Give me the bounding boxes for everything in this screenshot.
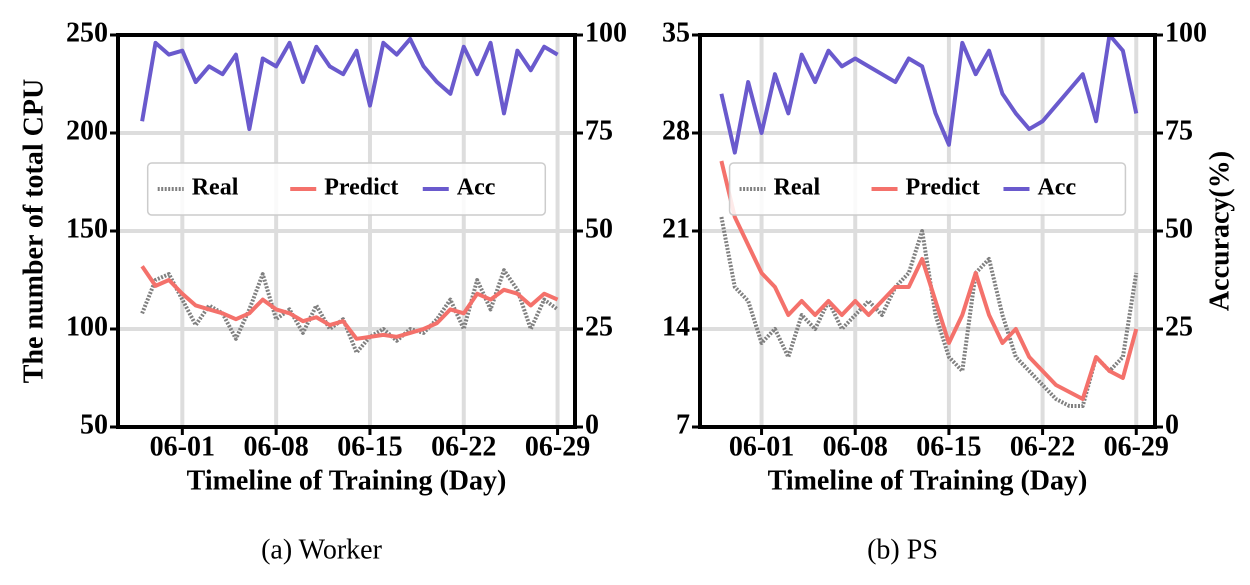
y2-tick-label: 100 [585,17,627,48]
caption: (b) PS [867,534,938,565]
x-tick-label: 06-15 [337,431,402,462]
y2-tick-label: 25 [585,311,613,342]
y2-tick-label: 25 [1165,311,1193,342]
series-line [719,160,1139,401]
legend-label: Acc [1037,175,1076,201]
plot-frame [698,33,1157,429]
y-tick-label: 200 [66,115,108,146]
x-tick-label: 06-29 [1104,431,1169,462]
series-line [719,216,1139,408]
legend-label: Real [192,175,239,201]
x-tick-label: 06-08 [243,431,308,462]
x-tick-label: 06-22 [431,431,496,462]
y-tick-label: 35 [662,17,690,48]
series-line [719,33,1139,155]
x-tick-label: 06-08 [823,431,888,462]
y-tick-label: 250 [66,17,108,48]
legend-label: Acc [457,175,496,201]
plot-frame [116,33,577,429]
y2-tick-label: 50 [1165,213,1193,244]
y2-tick-label: 50 [585,213,613,244]
y2-tick-label: 75 [585,115,613,146]
x-tick-label: 06-29 [525,431,590,462]
y-axis-label: The number of total CPU [18,79,49,383]
series-line [140,36,559,132]
x-tick-label: 06-01 [150,431,215,462]
y2-tick-label: 0 [585,409,599,440]
series-line [140,268,559,355]
legend-label: Predict [324,175,398,201]
y2-tick-label: 100 [1165,17,1207,48]
y-tick-label: 150 [66,213,108,244]
y-tick-label: 7 [676,409,690,440]
x-tick-label: 06-01 [729,431,794,462]
legend-box [146,162,547,216]
x-tick-label: 06-15 [916,431,981,462]
y-tick-label: 21 [662,213,690,244]
x-tick-label: 06-22 [1010,431,1075,462]
y-tick-label: 28 [662,115,690,146]
legend-label: Predict [906,175,980,201]
y-tick-label: 14 [662,311,690,342]
y-tick-label: 100 [66,311,108,342]
y2-tick-label: 75 [1165,115,1193,146]
caption: (a) Worker [261,534,383,565]
y2-tick-label: 0 [1165,409,1179,440]
y-tick-label: 50 [80,409,108,440]
x-axis-label: Timeline of Training (Day) [187,465,507,496]
x-axis-label: Timeline of Training (Day) [768,465,1088,496]
legend-label: Real [774,175,821,201]
legend-box [728,162,1127,216]
series-line [140,265,559,341]
y2-axis-label: Accuracy(%) [1204,151,1235,311]
